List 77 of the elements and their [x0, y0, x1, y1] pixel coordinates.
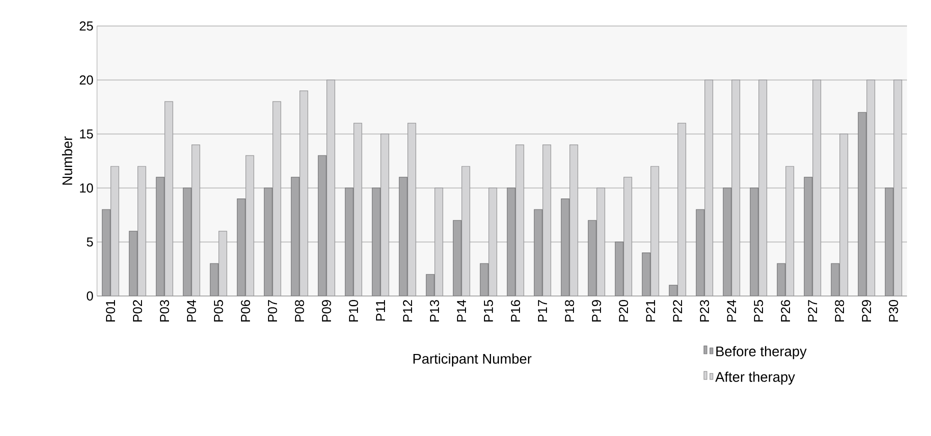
x-tick-label: P08	[294, 300, 304, 322]
bar	[678, 122, 686, 296]
bar	[210, 263, 219, 296]
x-tick-label: P14	[457, 300, 466, 322]
y-tick-label: 0	[86, 291, 93, 301]
bar	[614, 242, 624, 296]
bar	[786, 166, 794, 296]
bar	[596, 188, 606, 296]
bar	[326, 80, 336, 296]
x-tick-label: P27	[808, 300, 818, 322]
x-tick-label: P10	[348, 300, 358, 322]
x-tick-label: P21	[646, 300, 656, 322]
bar	[300, 90, 308, 296]
bar	[894, 80, 902, 296]
x-tick-label: P02	[132, 300, 142, 322]
x-tick-label: P29	[862, 300, 872, 322]
bar	[776, 263, 786, 296]
x-tick-label: P04	[186, 300, 196, 322]
bar	[408, 122, 416, 296]
x-tick-label: P25	[754, 300, 764, 322]
bar	[272, 101, 282, 296]
bar	[812, 80, 822, 296]
y-tick-label: 5	[86, 237, 93, 247]
x-tick-label: P28	[834, 300, 844, 322]
bar	[354, 122, 362, 296]
bar	[488, 188, 498, 296]
x-tick-label: P11	[376, 300, 385, 321]
bar	[704, 80, 714, 296]
x-tick-label: P19	[592, 300, 602, 322]
bar	[462, 166, 470, 296]
y-tick-label: 20	[80, 75, 93, 85]
bar	[516, 144, 524, 296]
x-tick-label: P22	[672, 300, 682, 322]
bar	[218, 230, 228, 296]
y-tick-label: 25	[80, 21, 93, 31]
x-tick-label: P15	[484, 300, 494, 322]
bar	[758, 80, 768, 296]
bar	[866, 80, 876, 296]
x-tick-label: P26	[780, 300, 790, 322]
x-tick-label: P23	[700, 300, 710, 322]
bar	[110, 166, 120, 296]
x-tick-label: P07	[268, 300, 278, 322]
bar	[246, 155, 254, 296]
x-axis-title: Participant Number	[413, 354, 532, 366]
x-tick-label: P06	[240, 300, 250, 322]
x-tick-label: P03	[160, 300, 170, 322]
x-tick-label: P13	[430, 300, 440, 322]
x-tick-label: P16	[510, 300, 520, 322]
x-tick-label: P18	[564, 300, 574, 322]
y-tick-label: 10	[80, 183, 93, 193]
x-tick-label: P24	[726, 300, 736, 322]
bar	[650, 166, 660, 296]
x-tick-label: P17	[538, 300, 547, 322]
legend-label: Before therapy	[716, 346, 807, 360]
x-tick-label: P12	[402, 300, 412, 322]
y-axis-title: Number	[62, 136, 72, 185]
bar	[840, 134, 848, 296]
bar	[164, 101, 174, 296]
bar	[642, 252, 651, 296]
bar	[732, 80, 740, 296]
bar	[830, 263, 840, 296]
x-tick-label: P09	[322, 300, 332, 322]
x-tick-label: P30	[888, 300, 898, 322]
bar	[480, 263, 489, 296]
x-tick-label: P20	[618, 300, 628, 322]
x-tick-label: P01	[106, 300, 116, 322]
x-tick-label: P05	[214, 300, 224, 322]
bar	[624, 176, 632, 296]
legend-label: After therapy	[715, 372, 796, 385]
bar	[380, 134, 390, 296]
bar	[570, 144, 578, 296]
bar	[434, 188, 444, 296]
bar	[542, 144, 552, 296]
bar	[138, 166, 146, 296]
y-tick-label: 15	[80, 129, 93, 139]
bar	[192, 144, 200, 296]
bar	[426, 274, 435, 296]
